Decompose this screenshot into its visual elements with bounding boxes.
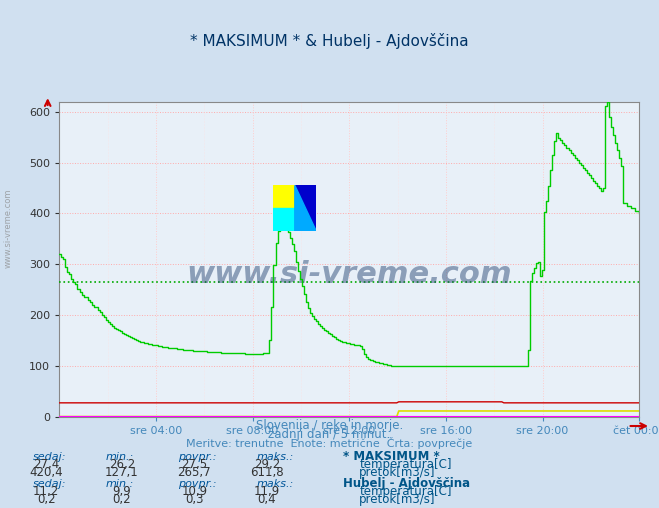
Text: 9,9: 9,9 — [113, 485, 131, 498]
Text: 11,9: 11,9 — [254, 485, 280, 498]
Text: 0,3: 0,3 — [185, 493, 204, 506]
Text: min.:: min.: — [105, 452, 134, 462]
Text: temperatura[C]: temperatura[C] — [359, 458, 451, 471]
Text: sedaj:: sedaj: — [33, 452, 67, 462]
Text: www.si-vreme.com: www.si-vreme.com — [186, 260, 512, 290]
Text: min.:: min.: — [105, 479, 134, 489]
Text: 10,9: 10,9 — [181, 485, 208, 498]
Text: Hubelj - Ajdovščina: Hubelj - Ajdovščina — [343, 477, 470, 490]
Text: zadnji dan / 5 minut.: zadnji dan / 5 minut. — [268, 428, 391, 441]
Text: 0,4: 0,4 — [258, 493, 276, 506]
Bar — [295, 185, 316, 231]
Text: 265,7: 265,7 — [177, 466, 212, 479]
Text: 11,2: 11,2 — [33, 485, 59, 498]
Text: 29,2: 29,2 — [254, 458, 280, 471]
Bar — [273, 208, 295, 231]
Text: * MAKSIMUM *: * MAKSIMUM * — [343, 450, 440, 463]
Text: Slovenija / reke in morje.: Slovenija / reke in morje. — [256, 419, 403, 432]
Text: sedaj:: sedaj: — [33, 479, 67, 489]
Text: 0,2: 0,2 — [37, 493, 55, 506]
Text: 0,2: 0,2 — [113, 493, 131, 506]
Text: www.si-vreme.com: www.si-vreme.com — [3, 189, 13, 268]
Text: maks.:: maks.: — [257, 479, 295, 489]
Polygon shape — [295, 185, 316, 231]
Text: 420,4: 420,4 — [29, 466, 63, 479]
Text: povpr.:: povpr.: — [178, 452, 216, 462]
Text: pretok[m3/s]: pretok[m3/s] — [359, 493, 436, 506]
Text: pretok[m3/s]: pretok[m3/s] — [359, 466, 436, 479]
Text: 611,8: 611,8 — [250, 466, 284, 479]
Text: Meritve: trenutne  Enote: metrične  Črta: povprečje: Meritve: trenutne Enote: metrične Črta: … — [186, 436, 473, 449]
Text: povpr.:: povpr.: — [178, 479, 216, 489]
Text: maks.:: maks.: — [257, 452, 295, 462]
Text: * MAKSIMUM * & Hubelj - Ajdovščina: * MAKSIMUM * & Hubelj - Ajdovščina — [190, 33, 469, 49]
Text: 26,2: 26,2 — [109, 458, 135, 471]
Text: 27,4: 27,4 — [33, 458, 59, 471]
Text: temperatura[C]: temperatura[C] — [359, 485, 451, 498]
Text: 127,1: 127,1 — [105, 466, 139, 479]
Bar — [273, 185, 295, 208]
Text: 27,5: 27,5 — [181, 458, 208, 471]
